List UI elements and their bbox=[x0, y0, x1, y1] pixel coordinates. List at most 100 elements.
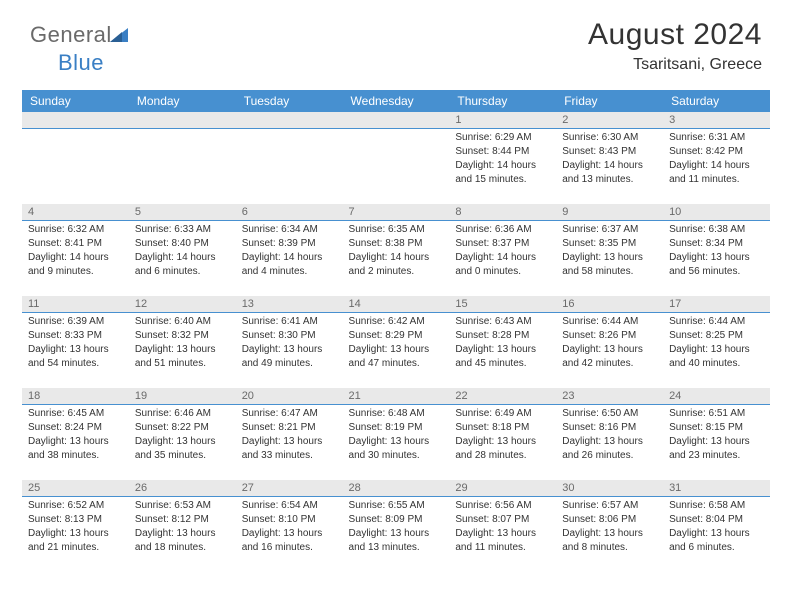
daylight-line: Daylight: 13 hours and 49 minutes. bbox=[242, 343, 337, 371]
weekday-header: Monday bbox=[129, 90, 236, 112]
sunset-line: Sunset: 8:24 PM bbox=[28, 421, 123, 435]
sunset-line: Sunset: 8:37 PM bbox=[455, 237, 550, 251]
sunset-line: Sunset: 8:06 PM bbox=[562, 513, 657, 527]
day-body: Sunrise: 6:49 AMSunset: 8:18 PMDaylight:… bbox=[449, 405, 556, 465]
day-body: Sunrise: 6:44 AMSunset: 8:25 PMDaylight:… bbox=[663, 313, 770, 373]
day-body: Sunrise: 6:42 AMSunset: 8:29 PMDaylight:… bbox=[343, 313, 450, 373]
sunrise-line: Sunrise: 6:57 AM bbox=[562, 499, 657, 513]
calendar-cell: 29Sunrise: 6:56 AMSunset: 8:07 PMDayligh… bbox=[449, 480, 556, 572]
daylight-line: Daylight: 14 hours and 9 minutes. bbox=[28, 251, 123, 279]
calendar-cell: 17Sunrise: 6:44 AMSunset: 8:25 PMDayligh… bbox=[663, 296, 770, 388]
calendar-cell: 3Sunrise: 6:31 AMSunset: 8:42 PMDaylight… bbox=[663, 112, 770, 204]
sunrise-line: Sunrise: 6:39 AM bbox=[28, 315, 123, 329]
calendar-cell: 26Sunrise: 6:53 AMSunset: 8:12 PMDayligh… bbox=[129, 480, 236, 572]
calendar-cell: 18Sunrise: 6:45 AMSunset: 8:24 PMDayligh… bbox=[22, 388, 129, 480]
brand-part2: Blue bbox=[58, 50, 104, 75]
sunrise-line: Sunrise: 6:52 AM bbox=[28, 499, 123, 513]
sunset-line: Sunset: 8:38 PM bbox=[349, 237, 444, 251]
sunset-line: Sunset: 8:43 PM bbox=[562, 145, 657, 159]
weekday-header: Friday bbox=[556, 90, 663, 112]
day-number: 25 bbox=[22, 480, 129, 497]
day-number: 14 bbox=[343, 296, 450, 313]
sunrise-line: Sunrise: 6:51 AM bbox=[669, 407, 764, 421]
calendar-row: 25Sunrise: 6:52 AMSunset: 8:13 PMDayligh… bbox=[22, 480, 770, 572]
weekday-header: Saturday bbox=[663, 90, 770, 112]
sunrise-line: Sunrise: 6:36 AM bbox=[455, 223, 550, 237]
daylight-line: Daylight: 13 hours and 58 minutes. bbox=[562, 251, 657, 279]
daylight-line: Daylight: 13 hours and 54 minutes. bbox=[28, 343, 123, 371]
sunset-line: Sunset: 8:07 PM bbox=[455, 513, 550, 527]
sunset-line: Sunset: 8:33 PM bbox=[28, 329, 123, 343]
daylight-line: Daylight: 13 hours and 40 minutes. bbox=[669, 343, 764, 371]
day-number: 13 bbox=[236, 296, 343, 313]
day-body: Sunrise: 6:46 AMSunset: 8:22 PMDaylight:… bbox=[129, 405, 236, 465]
daylight-line: Daylight: 13 hours and 38 minutes. bbox=[28, 435, 123, 463]
day-body: Sunrise: 6:47 AMSunset: 8:21 PMDaylight:… bbox=[236, 405, 343, 465]
day-body: Sunrise: 6:39 AMSunset: 8:33 PMDaylight:… bbox=[22, 313, 129, 373]
day-body: Sunrise: 6:44 AMSunset: 8:26 PMDaylight:… bbox=[556, 313, 663, 373]
sunset-line: Sunset: 8:13 PM bbox=[28, 513, 123, 527]
calendar-cell: 13Sunrise: 6:41 AMSunset: 8:30 PMDayligh… bbox=[236, 296, 343, 388]
calendar-cell: 20Sunrise: 6:47 AMSunset: 8:21 PMDayligh… bbox=[236, 388, 343, 480]
daylight-line: Daylight: 13 hours and 30 minutes. bbox=[349, 435, 444, 463]
day-body: Sunrise: 6:45 AMSunset: 8:24 PMDaylight:… bbox=[22, 405, 129, 465]
day-number: 9 bbox=[556, 204, 663, 221]
day-body: Sunrise: 6:43 AMSunset: 8:28 PMDaylight:… bbox=[449, 313, 556, 373]
daylight-line: Daylight: 13 hours and 13 minutes. bbox=[349, 527, 444, 555]
day-body: Sunrise: 6:51 AMSunset: 8:15 PMDaylight:… bbox=[663, 405, 770, 465]
day-body: Sunrise: 6:50 AMSunset: 8:16 PMDaylight:… bbox=[556, 405, 663, 465]
sunrise-line: Sunrise: 6:48 AM bbox=[349, 407, 444, 421]
sunrise-line: Sunrise: 6:38 AM bbox=[669, 223, 764, 237]
header: General Blue August 2024 Tsaritsani, Gre… bbox=[0, 0, 792, 90]
calendar-row: 1Sunrise: 6:29 AMSunset: 8:44 PMDaylight… bbox=[22, 112, 770, 204]
day-number: 23 bbox=[556, 388, 663, 405]
daylight-line: Daylight: 13 hours and 35 minutes. bbox=[135, 435, 230, 463]
day-body: Sunrise: 6:38 AMSunset: 8:34 PMDaylight:… bbox=[663, 221, 770, 281]
daylight-line: Daylight: 14 hours and 4 minutes. bbox=[242, 251, 337, 279]
day-number: 18 bbox=[22, 388, 129, 405]
sunrise-line: Sunrise: 6:44 AM bbox=[669, 315, 764, 329]
weekday-header: Tuesday bbox=[236, 90, 343, 112]
calendar-cell: 14Sunrise: 6:42 AMSunset: 8:29 PMDayligh… bbox=[343, 296, 450, 388]
weekday-header: Sunday bbox=[22, 90, 129, 112]
sunset-line: Sunset: 8:12 PM bbox=[135, 513, 230, 527]
sunrise-line: Sunrise: 6:40 AM bbox=[135, 315, 230, 329]
calendar-cell: 21Sunrise: 6:48 AMSunset: 8:19 PMDayligh… bbox=[343, 388, 450, 480]
sunrise-line: Sunrise: 6:44 AM bbox=[562, 315, 657, 329]
day-body: Sunrise: 6:34 AMSunset: 8:39 PMDaylight:… bbox=[236, 221, 343, 281]
calendar-cell: 19Sunrise: 6:46 AMSunset: 8:22 PMDayligh… bbox=[129, 388, 236, 480]
calendar-cell: 31Sunrise: 6:58 AMSunset: 8:04 PMDayligh… bbox=[663, 480, 770, 572]
daylight-line: Daylight: 13 hours and 26 minutes. bbox=[562, 435, 657, 463]
calendar-cell: 24Sunrise: 6:51 AMSunset: 8:15 PMDayligh… bbox=[663, 388, 770, 480]
day-number: 2 bbox=[556, 112, 663, 129]
day-number: 10 bbox=[663, 204, 770, 221]
day-number: 12 bbox=[129, 296, 236, 313]
calendar-cell: 8Sunrise: 6:36 AMSunset: 8:37 PMDaylight… bbox=[449, 204, 556, 296]
sunset-line: Sunset: 8:29 PM bbox=[349, 329, 444, 343]
daylight-line: Daylight: 13 hours and 21 minutes. bbox=[28, 527, 123, 555]
day-body: Sunrise: 6:55 AMSunset: 8:09 PMDaylight:… bbox=[343, 497, 450, 557]
day-number: 4 bbox=[22, 204, 129, 221]
day-number: 21 bbox=[343, 388, 450, 405]
sunset-line: Sunset: 8:09 PM bbox=[349, 513, 444, 527]
daylight-line: Daylight: 13 hours and 6 minutes. bbox=[669, 527, 764, 555]
calendar-cell: 27Sunrise: 6:54 AMSunset: 8:10 PMDayligh… bbox=[236, 480, 343, 572]
day-number: 7 bbox=[343, 204, 450, 221]
sunset-line: Sunset: 8:28 PM bbox=[455, 329, 550, 343]
sunset-line: Sunset: 8:04 PM bbox=[669, 513, 764, 527]
calendar-head: SundayMondayTuesdayWednesdayThursdayFrid… bbox=[22, 90, 770, 112]
day-number: 6 bbox=[236, 204, 343, 221]
day-body: Sunrise: 6:40 AMSunset: 8:32 PMDaylight:… bbox=[129, 313, 236, 373]
daylight-line: Daylight: 14 hours and 15 minutes. bbox=[455, 159, 550, 187]
sunrise-line: Sunrise: 6:32 AM bbox=[28, 223, 123, 237]
day-number: 17 bbox=[663, 296, 770, 313]
calendar-cell: 30Sunrise: 6:57 AMSunset: 8:06 PMDayligh… bbox=[556, 480, 663, 572]
day-number: 15 bbox=[449, 296, 556, 313]
day-number: 3 bbox=[663, 112, 770, 129]
sunrise-line: Sunrise: 6:54 AM bbox=[242, 499, 337, 513]
weekday-row: SundayMondayTuesdayWednesdayThursdayFrid… bbox=[22, 90, 770, 112]
daylight-line: Daylight: 13 hours and 16 minutes. bbox=[242, 527, 337, 555]
daylight-line: Daylight: 13 hours and 51 minutes. bbox=[135, 343, 230, 371]
sunset-line: Sunset: 8:34 PM bbox=[669, 237, 764, 251]
sunrise-line: Sunrise: 6:29 AM bbox=[455, 131, 550, 145]
